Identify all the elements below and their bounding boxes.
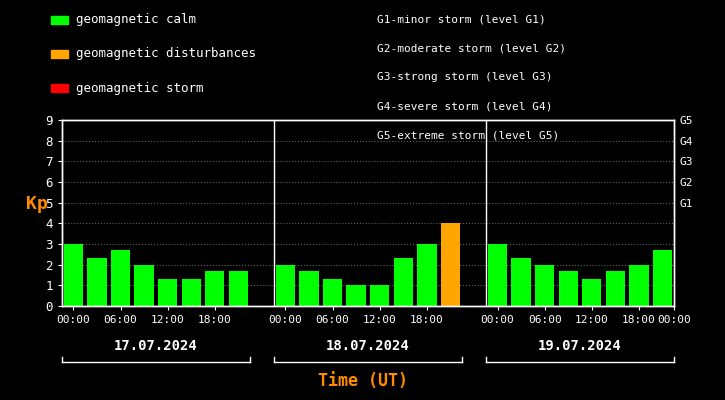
- Bar: [558, 271, 578, 306]
- Bar: [276, 265, 295, 306]
- Bar: [299, 271, 319, 306]
- Bar: [441, 223, 460, 306]
- Bar: [228, 271, 248, 306]
- Bar: [417, 244, 436, 306]
- Bar: [347, 285, 366, 306]
- Bar: [370, 285, 389, 306]
- Bar: [205, 271, 225, 306]
- Bar: [87, 258, 107, 306]
- Y-axis label: Kp: Kp: [26, 195, 48, 213]
- Text: G4-severe storm (level G4): G4-severe storm (level G4): [377, 102, 552, 112]
- Text: G2-moderate storm (level G2): G2-moderate storm (level G2): [377, 43, 566, 53]
- Text: G3-strong storm (level G3): G3-strong storm (level G3): [377, 72, 552, 82]
- Bar: [394, 258, 413, 306]
- Bar: [629, 265, 649, 306]
- Bar: [652, 250, 672, 306]
- Bar: [535, 265, 555, 306]
- Bar: [181, 279, 201, 306]
- Bar: [511, 258, 531, 306]
- Bar: [111, 250, 130, 306]
- Text: geomagnetic storm: geomagnetic storm: [76, 82, 204, 94]
- Text: G5-extreme storm (level G5): G5-extreme storm (level G5): [377, 131, 559, 141]
- Bar: [323, 279, 342, 306]
- Bar: [158, 279, 178, 306]
- Bar: [488, 244, 507, 306]
- Text: 18.07.2024: 18.07.2024: [326, 339, 410, 353]
- Bar: [582, 279, 602, 306]
- Text: 19.07.2024: 19.07.2024: [538, 339, 622, 353]
- Text: geomagnetic disturbances: geomagnetic disturbances: [76, 48, 257, 60]
- Bar: [134, 265, 154, 306]
- Text: 17.07.2024: 17.07.2024: [114, 339, 198, 353]
- Text: geomagnetic calm: geomagnetic calm: [76, 14, 196, 26]
- Text: Time (UT): Time (UT): [318, 372, 407, 390]
- Text: G1-minor storm (level G1): G1-minor storm (level G1): [377, 14, 546, 24]
- Bar: [605, 271, 625, 306]
- Bar: [64, 244, 83, 306]
